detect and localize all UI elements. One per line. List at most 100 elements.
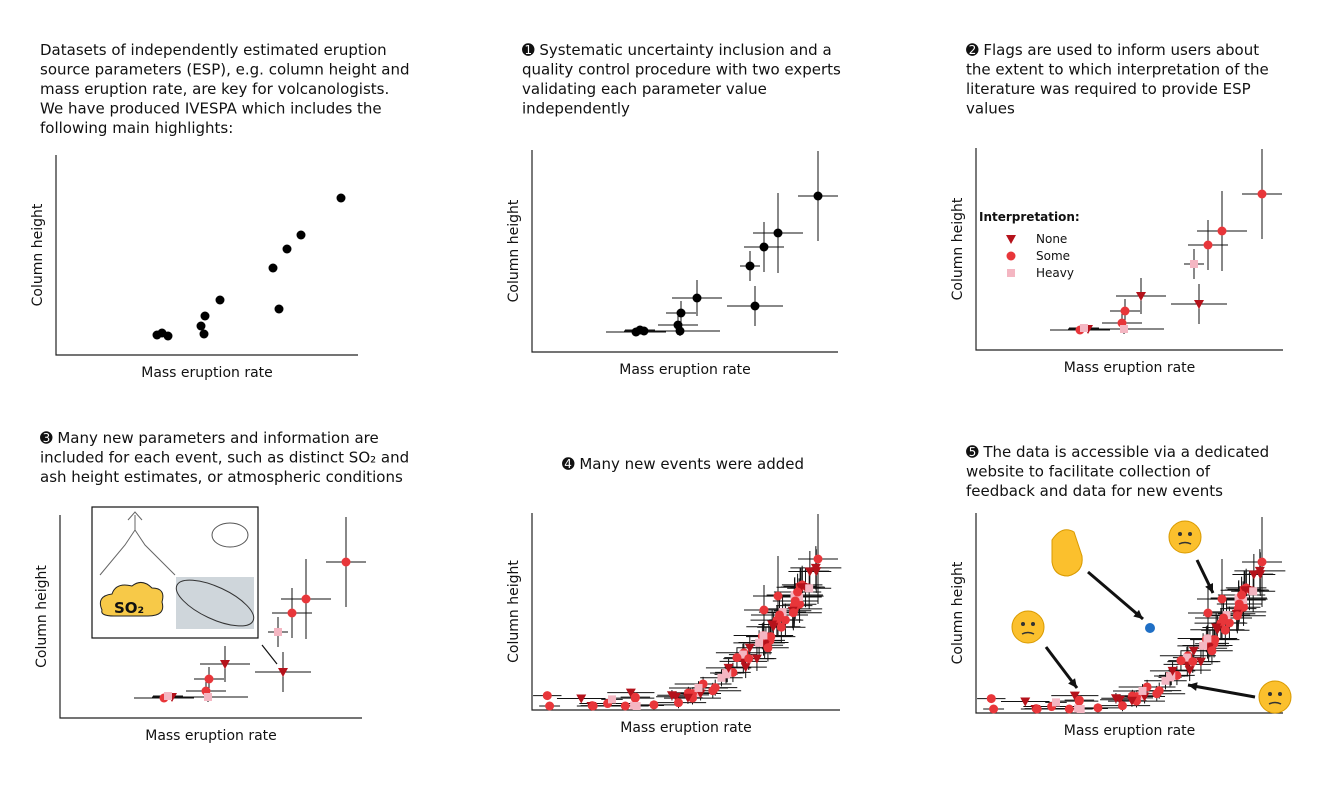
emoji-mouth xyxy=(1021,631,1035,635)
point xyxy=(196,321,206,331)
x-axis-label: Mass eruption rate xyxy=(1064,723,1196,739)
emoji-eye xyxy=(1268,692,1272,696)
axes xyxy=(59,515,362,719)
caption-line: ash height estimates, or atmospheric con… xyxy=(40,468,403,486)
y-axis-label: Column height xyxy=(506,199,522,302)
emoji xyxy=(1258,680,1292,714)
point xyxy=(1234,595,1243,604)
point xyxy=(287,608,297,618)
point xyxy=(1093,703,1103,713)
point xyxy=(1217,226,1227,236)
point xyxy=(588,701,598,711)
point xyxy=(1212,625,1223,635)
axes xyxy=(975,148,1283,351)
y-axis-label: Column height xyxy=(30,203,46,306)
point xyxy=(723,663,734,673)
point xyxy=(296,230,306,240)
point xyxy=(1218,613,1228,623)
point xyxy=(776,622,786,632)
point xyxy=(1232,611,1242,621)
emoji-mouth xyxy=(1178,541,1192,545)
point xyxy=(607,695,616,704)
point xyxy=(1224,618,1234,628)
point xyxy=(986,694,996,704)
arrow-head xyxy=(1068,678,1077,688)
point xyxy=(1138,686,1147,695)
caption-line: ➍ Many new events were added xyxy=(562,455,804,473)
point xyxy=(755,638,764,647)
caption-line: values xyxy=(966,100,1015,118)
point xyxy=(744,654,754,664)
point xyxy=(1182,653,1191,662)
point xyxy=(1051,698,1060,707)
point xyxy=(1080,324,1088,332)
point xyxy=(278,668,288,677)
point xyxy=(1207,646,1217,656)
point xyxy=(1188,657,1198,667)
point xyxy=(1126,696,1137,706)
point xyxy=(759,242,769,252)
point xyxy=(1249,587,1258,596)
point xyxy=(813,554,823,564)
caption-line: website to facilitate collection of xyxy=(966,463,1211,481)
volcano-sketch xyxy=(99,511,176,576)
cloud-sketch xyxy=(211,522,249,548)
point xyxy=(1254,566,1265,576)
inset-cloud xyxy=(99,582,164,617)
point xyxy=(759,605,769,615)
point xyxy=(1190,260,1198,268)
point xyxy=(710,683,720,693)
point xyxy=(625,688,636,698)
emoji-mouth xyxy=(1268,701,1282,705)
point xyxy=(1076,705,1085,713)
point xyxy=(220,660,230,669)
point xyxy=(670,692,681,702)
point xyxy=(274,628,282,636)
plume-outline xyxy=(175,579,255,627)
point xyxy=(1194,300,1204,309)
point xyxy=(1203,608,1213,618)
wave-hand xyxy=(1051,529,1083,577)
caption-line: We have produced IVESPA which includes t… xyxy=(40,100,382,118)
point xyxy=(773,228,783,238)
point xyxy=(773,591,783,601)
emoji xyxy=(1168,520,1202,554)
arrow xyxy=(1187,683,1256,699)
point xyxy=(1136,292,1146,301)
arrow-head xyxy=(1188,682,1198,691)
point xyxy=(694,683,703,692)
point xyxy=(282,244,292,254)
point xyxy=(722,670,731,679)
point xyxy=(795,592,804,601)
y-axis-label: Column height xyxy=(34,565,50,668)
caption-line: following main highlights: xyxy=(40,119,233,137)
point xyxy=(215,295,225,305)
point xyxy=(163,331,173,341)
x-axis-label: Mass eruption rate xyxy=(145,728,277,744)
caption-line: literature was required to provide ESP xyxy=(966,80,1251,98)
point xyxy=(805,584,814,593)
axes xyxy=(55,155,358,356)
point xyxy=(1006,251,1016,261)
emoji-eye xyxy=(1021,622,1025,626)
point xyxy=(774,610,784,620)
point xyxy=(1032,704,1042,714)
caption-line: validating each parameter value xyxy=(522,80,767,98)
point xyxy=(1257,189,1267,199)
emoji-eye xyxy=(1188,532,1192,536)
point xyxy=(738,650,747,659)
point xyxy=(795,583,806,593)
emoji-eye xyxy=(1031,622,1035,626)
point xyxy=(1074,696,1084,706)
point xyxy=(750,301,760,311)
point xyxy=(1210,635,1220,645)
point xyxy=(632,702,641,710)
inset-arrow xyxy=(261,644,278,665)
point xyxy=(1234,599,1244,609)
point xyxy=(199,329,209,339)
point xyxy=(813,191,823,201)
point xyxy=(751,654,762,664)
point xyxy=(744,643,755,653)
point xyxy=(545,701,555,711)
caption-line: quality control procedure with two exper… xyxy=(522,61,841,79)
